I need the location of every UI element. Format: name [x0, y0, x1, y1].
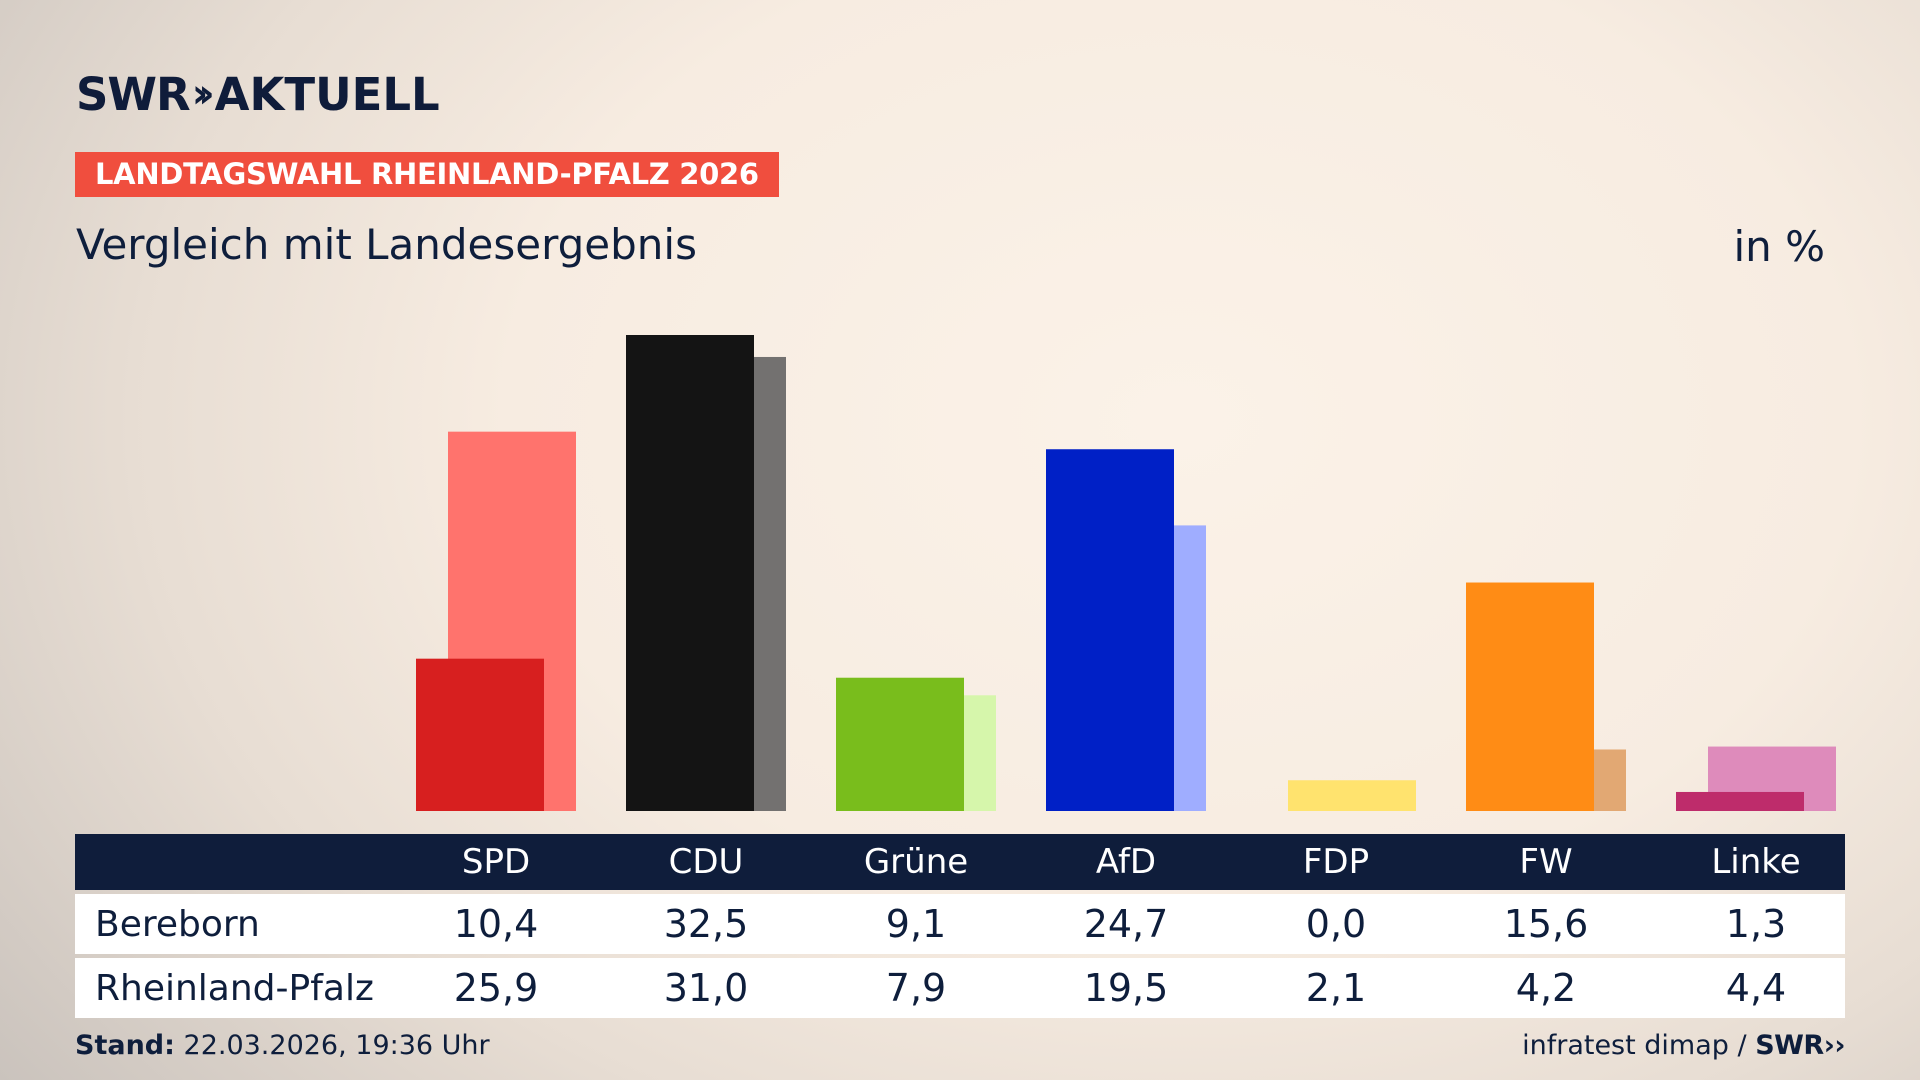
value-linke: 4,4: [1725, 966, 1787, 1010]
stand-value: 22.03.2026, 19:36 Uhr: [183, 1030, 490, 1061]
bar-local-linke: [1676, 791, 1804, 811]
logo-aktuell-text: AKTUELL: [214, 67, 440, 121]
footer-source: infratest dimap / SWR››: [1522, 1030, 1845, 1061]
value-linke: 1,3: [1725, 902, 1787, 946]
election-badge: LANDTAGSWAHL RHEINLAND-PFALZ 2026: [75, 152, 779, 197]
chart-subtitle: Vergleich mit Landesergebnis: [76, 220, 697, 269]
table-row-bereborn: Bereborn 10,4 32,5 9,1 24,7 0,0 15,6 1,3: [75, 894, 1845, 954]
bar-local-spd: [416, 658, 544, 811]
unit-label: in %: [1733, 222, 1825, 271]
row-label: Bereborn: [95, 903, 260, 945]
value-spd: 10,4: [453, 902, 539, 946]
table-row-rheinland-pfalz: Rheinland-Pfalz 25,9 31,0 7,9 19,5 2,1 4,2 4,4: [75, 958, 1845, 1018]
value-afd: 24,7: [1083, 902, 1169, 946]
value-fdp: 2,1: [1305, 966, 1367, 1010]
value-cdu: 32,5: [663, 902, 749, 946]
value-grne: 7,9: [885, 966, 947, 1010]
bar-local-fw: [1466, 582, 1594, 811]
value-cdu: 31,0: [663, 966, 749, 1010]
source-text: infratest dimap /: [1522, 1030, 1747, 1061]
value-grne: 9,1: [885, 902, 947, 946]
header-afd: AfD: [1095, 842, 1157, 882]
bar-local-afd: [1046, 449, 1174, 811]
footer-swr-logo: SWR››: [1755, 1030, 1845, 1061]
header-fdp: FDP: [1302, 842, 1370, 882]
row-label: Rheinland-Pfalz: [95, 967, 374, 1009]
stand-label: Stand:: [75, 1030, 175, 1061]
bar-local-cdu: [626, 335, 754, 811]
bar-group: [416, 335, 1836, 811]
footer-timestamp: Stand: 22.03.2026, 19:36 Uhr: [75, 1030, 490, 1061]
bar-state-fdp: [1288, 780, 1416, 811]
value-fw: 4,2: [1515, 966, 1577, 1010]
header-linke: Linke: [1711, 842, 1801, 882]
value-spd: 25,9: [453, 966, 539, 1010]
table-header: SPD CDU Grüne AfD FDP FW Linke: [75, 834, 1845, 890]
swr-aktuell-logo: SWR ›› AKTUELL: [76, 67, 440, 121]
bar-local-grne: [836, 677, 964, 811]
results-table: SPD CDU Grüne AfD FDP FW Linke Bereborn 10,4 32…: [75, 834, 1845, 1018]
header-cdu: CDU: [668, 842, 744, 882]
value-fw: 15,6: [1503, 902, 1589, 946]
value-fdp: 0,0: [1305, 902, 1367, 946]
logo-swr-text: SWR: [76, 67, 191, 121]
header-fw: FW: [1519, 842, 1573, 882]
header-grne: Grüne: [863, 842, 969, 882]
header-spd: SPD: [461, 842, 531, 882]
value-afd: 19,5: [1083, 966, 1169, 1010]
